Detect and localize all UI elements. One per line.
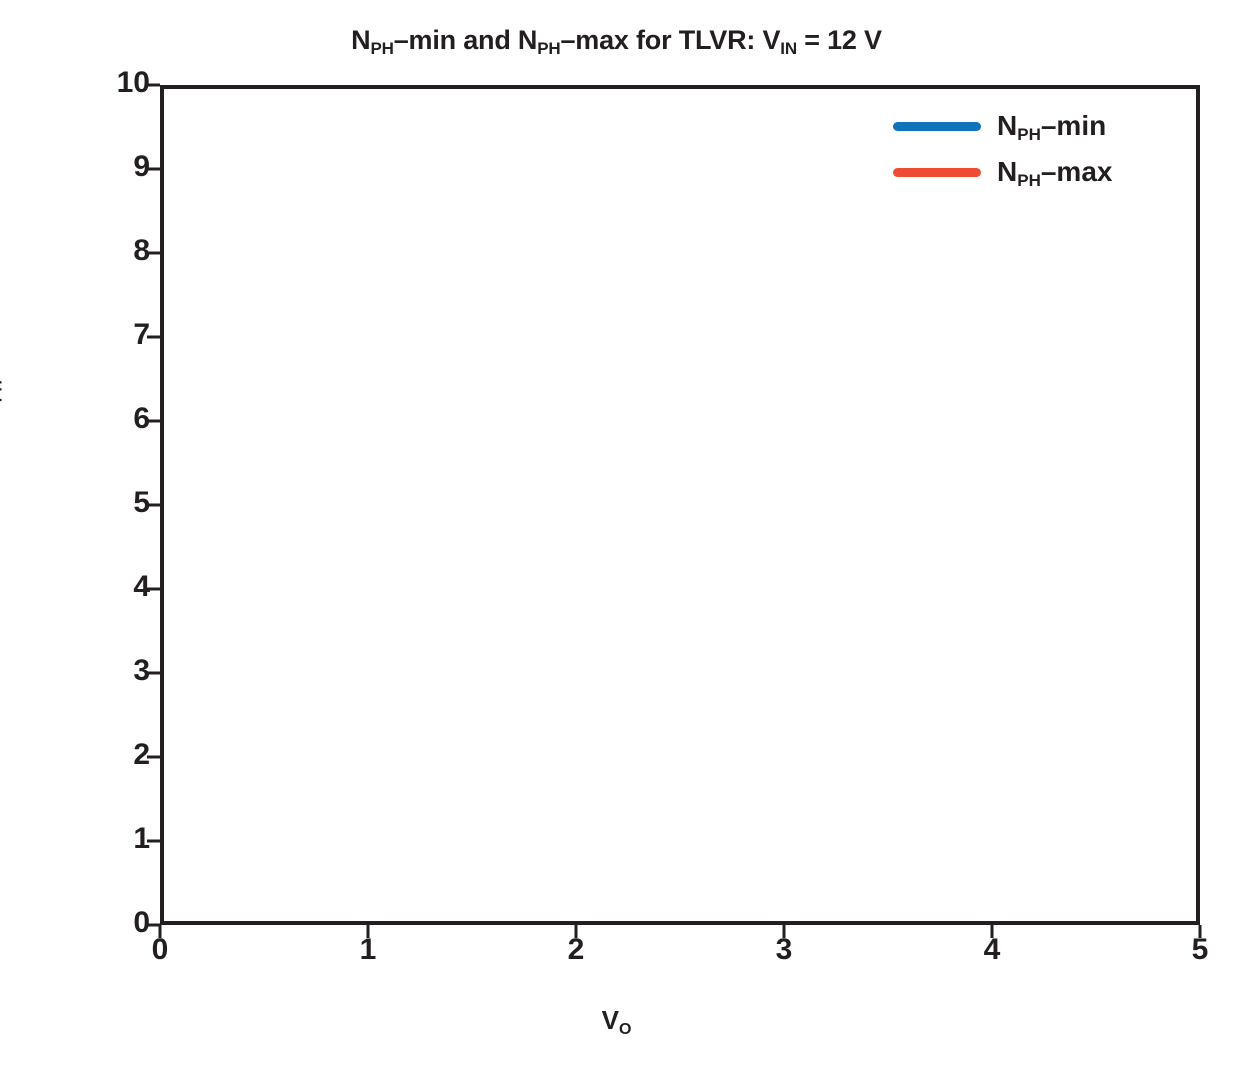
y-tick-label-8: 8 (133, 234, 150, 267)
title-part-4: = 12 V (796, 25, 882, 55)
title-sub-3: IN (780, 39, 797, 58)
y-tick-label-4: 4 (133, 570, 150, 603)
x-tick-label-0: 0 (151, 933, 169, 966)
legend: NPH–min NPH–max (893, 103, 1183, 195)
legend-label-nph-min: NPH–min (997, 110, 1107, 144)
y-tick-label-2: 2 (133, 738, 150, 771)
y-tick-label-5: 5 (133, 486, 150, 519)
title-part-1: N (351, 25, 371, 55)
x-tick-label-4: 4 (983, 933, 1001, 966)
y-tick-label-7: 7 (133, 318, 150, 351)
y-tick-label-3: 3 (133, 654, 150, 687)
legend-label-tail-1: –max (1040, 156, 1113, 187)
title-sub-1: PH (370, 39, 394, 58)
title-part-3: –max for TLVR: V (560, 25, 781, 55)
y-tick-label-1: 1 (133, 822, 150, 855)
legend-item-nph-max[interactable]: NPH–max (893, 153, 1183, 191)
x-axis-title-main: V (601, 1005, 619, 1035)
x-tick-label-3: 3 (775, 933, 793, 966)
legend-item-nph-min[interactable]: NPH–min (893, 107, 1183, 145)
title-sub-2: PH (537, 39, 561, 58)
legend-swatch-nph-min (893, 121, 981, 131)
plot-frame (160, 85, 1200, 925)
x-tick-label-2: 2 (567, 933, 585, 966)
x-tick-label-5: 5 (1191, 933, 1209, 966)
x-axis-title-sub: O (618, 1021, 632, 1038)
legend-label-sub-0: PH (1017, 125, 1041, 144)
y-tick-label-6: 6 (133, 402, 150, 435)
y-tick-label-10: 10 (116, 66, 150, 99)
x-axis-title: VO (0, 1005, 1233, 1038)
legend-label-main-0: N (997, 110, 1018, 141)
chart-title: NPH–min and NPH–max for TLVR: VIN = 12 V (0, 25, 1233, 58)
legend-swatch-nph-max (893, 167, 981, 177)
title-part-2: –min and N (393, 25, 538, 55)
legend-label-nph-max: NPH–max (997, 156, 1113, 190)
x-tick-label-1: 1 (359, 933, 377, 966)
y-tick-label-0: 0 (133, 906, 150, 939)
legend-label-tail-0: –min (1040, 110, 1107, 141)
legend-label-main-1: N (997, 156, 1018, 187)
legend-label-sub-1: PH (1017, 171, 1041, 190)
axis-ticks (147, 83, 1202, 938)
y-tick-label-9: 9 (133, 150, 150, 183)
